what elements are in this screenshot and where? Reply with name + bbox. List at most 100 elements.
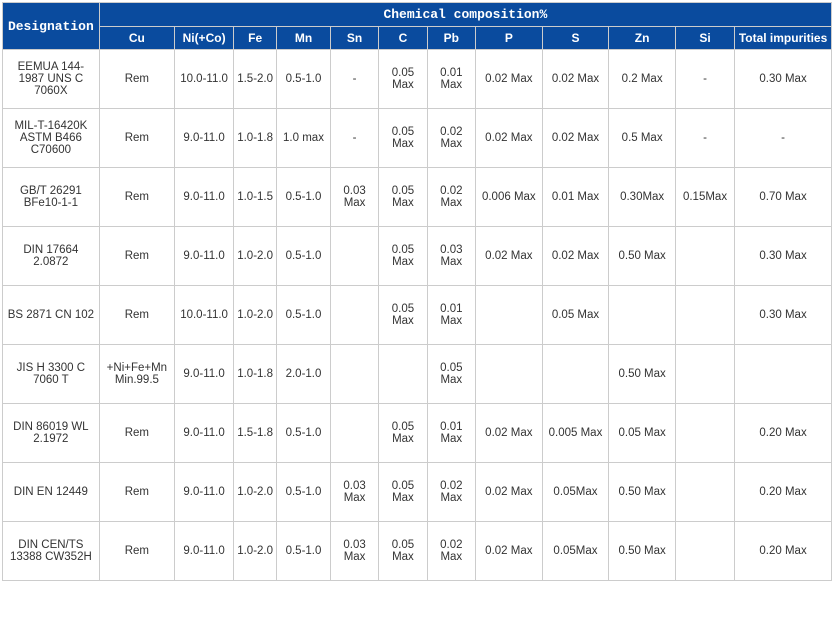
cell-zn: 0.50 Max — [609, 227, 676, 286]
cell-si — [675, 522, 734, 581]
cell-zn: 0.30Max — [609, 168, 676, 227]
col-designation: Designation — [3, 3, 100, 50]
cell-ni: 9.0-11.0 — [175, 227, 234, 286]
col-sn: Sn — [330, 27, 378, 50]
cell-p — [476, 286, 543, 345]
cell-c: 0.05 Max — [379, 50, 427, 109]
cell-sn: - — [330, 50, 378, 109]
cell-tot: 0.20 Max — [735, 404, 832, 463]
cell-sn: 0.03 Max — [330, 522, 378, 581]
col-fe: Fe — [234, 27, 277, 50]
cell-c: 0.05 Max — [379, 522, 427, 581]
col-tot: Total impurities — [735, 27, 832, 50]
table-row: GB/T 26291 BFe10-1-1Rem9.0-11.01.0-1.50.… — [3, 168, 832, 227]
cell-des: DIN 86019 WL 2.1972 — [3, 404, 100, 463]
cell-pb: 0.02 Max — [427, 463, 475, 522]
table-row: DIN 17664 2.0872Rem9.0-11.01.0-2.00.5-1.… — [3, 227, 832, 286]
cell-pb: 0.03 Max — [427, 227, 475, 286]
cell-pb: 0.02 Max — [427, 168, 475, 227]
cell-s — [542, 345, 609, 404]
cell-p: 0.02 Max — [476, 109, 543, 168]
cell-fe: 1.0-1.8 — [234, 345, 277, 404]
cell-si: - — [675, 109, 734, 168]
cell-si: - — [675, 50, 734, 109]
cell-p: 0.02 Max — [476, 227, 543, 286]
cell-ni: 9.0-11.0 — [175, 522, 234, 581]
cell-zn: 0.50 Max — [609, 463, 676, 522]
cell-des: MIL-T-16420K ASTM B466 C70600 — [3, 109, 100, 168]
cell-pb: 0.01 Max — [427, 404, 475, 463]
cell-cu: Rem — [99, 168, 174, 227]
cell-mn: 0.5-1.0 — [277, 50, 331, 109]
cell-fe: 1.0-2.0 — [234, 463, 277, 522]
cell-fe: 1.0-2.0 — [234, 522, 277, 581]
cell-cu: Rem — [99, 109, 174, 168]
cell-c — [379, 345, 427, 404]
cell-p: 0.02 Max — [476, 463, 543, 522]
cell-zn — [609, 286, 676, 345]
cell-cu: Rem — [99, 227, 174, 286]
cell-mn: 2.0-1.0 — [277, 345, 331, 404]
cell-si — [675, 345, 734, 404]
col-s: S — [542, 27, 609, 50]
cell-tot: 0.20 Max — [735, 522, 832, 581]
cell-cu: +Ni+Fe+Mn Min.99.5 — [99, 345, 174, 404]
cell-ni: 9.0-11.0 — [175, 345, 234, 404]
cell-cu: Rem — [99, 463, 174, 522]
cell-tot: 0.70 Max — [735, 168, 832, 227]
table-body: EEMUA 144-1987 UNS C 7060XRem10.0-11.01.… — [3, 50, 832, 581]
cell-s: 0.05Max — [542, 463, 609, 522]
table-row: EEMUA 144-1987 UNS C 7060XRem10.0-11.01.… — [3, 50, 832, 109]
cell-tot: 0.30 Max — [735, 286, 832, 345]
composition-table: Designation Chemical composition% Cu Ni(… — [2, 2, 832, 581]
cell-p — [476, 345, 543, 404]
cell-c: 0.05 Max — [379, 227, 427, 286]
cell-cu: Rem — [99, 404, 174, 463]
cell-fe: 1.0-1.5 — [234, 168, 277, 227]
cell-mn: 1.0 max — [277, 109, 331, 168]
cell-fe: 1.0-1.8 — [234, 109, 277, 168]
col-p: P — [476, 27, 543, 50]
cell-mn: 0.5-1.0 — [277, 168, 331, 227]
table-row: DIN 86019 WL 2.1972Rem9.0-11.01.5-1.80.5… — [3, 404, 832, 463]
cell-p: 0.02 Max — [476, 50, 543, 109]
col-mn: Mn — [277, 27, 331, 50]
cell-sn — [330, 404, 378, 463]
cell-ni: 10.0-11.0 — [175, 50, 234, 109]
cell-s: 0.02 Max — [542, 109, 609, 168]
cell-des: JIS H 3300 C 7060 T — [3, 345, 100, 404]
col-composition: Chemical composition% — [99, 3, 831, 27]
cell-si — [675, 463, 734, 522]
cell-c: 0.05 Max — [379, 463, 427, 522]
col-c: C — [379, 27, 427, 50]
cell-sn: - — [330, 109, 378, 168]
table-row: BS 2871 CN 102Rem10.0-11.01.0-2.00.5-1.0… — [3, 286, 832, 345]
cell-si — [675, 227, 734, 286]
cell-des: GB/T 26291 BFe10-1-1 — [3, 168, 100, 227]
col-si: Si — [675, 27, 734, 50]
cell-si: 0.15Max — [675, 168, 734, 227]
cell-des: DIN 17664 2.0872 — [3, 227, 100, 286]
cell-des: BS 2871 CN 102 — [3, 286, 100, 345]
cell-pb: 0.02 Max — [427, 109, 475, 168]
cell-s: 0.005 Max — [542, 404, 609, 463]
cell-pb: 0.02 Max — [427, 522, 475, 581]
cell-cu: Rem — [99, 50, 174, 109]
cell-ni: 9.0-11.0 — [175, 463, 234, 522]
table-row: JIS H 3300 C 7060 T+Ni+Fe+Mn Min.99.59.0… — [3, 345, 832, 404]
cell-tot: 0.30 Max — [735, 50, 832, 109]
cell-c: 0.05 Max — [379, 286, 427, 345]
cell-p: 0.02 Max — [476, 404, 543, 463]
cell-zn: 0.50 Max — [609, 522, 676, 581]
cell-ni: 9.0-11.0 — [175, 168, 234, 227]
cell-s: 0.02 Max — [542, 227, 609, 286]
cell-des: DIN EN 12449 — [3, 463, 100, 522]
cell-sn: 0.03 Max — [330, 168, 378, 227]
cell-mn: 0.5-1.0 — [277, 227, 331, 286]
cell-s: 0.05Max — [542, 522, 609, 581]
col-zn: Zn — [609, 27, 676, 50]
cell-des: DIN CEN/TS 13388 CW352H — [3, 522, 100, 581]
cell-tot — [735, 345, 832, 404]
cell-si — [675, 286, 734, 345]
cell-c: 0.05 Max — [379, 109, 427, 168]
